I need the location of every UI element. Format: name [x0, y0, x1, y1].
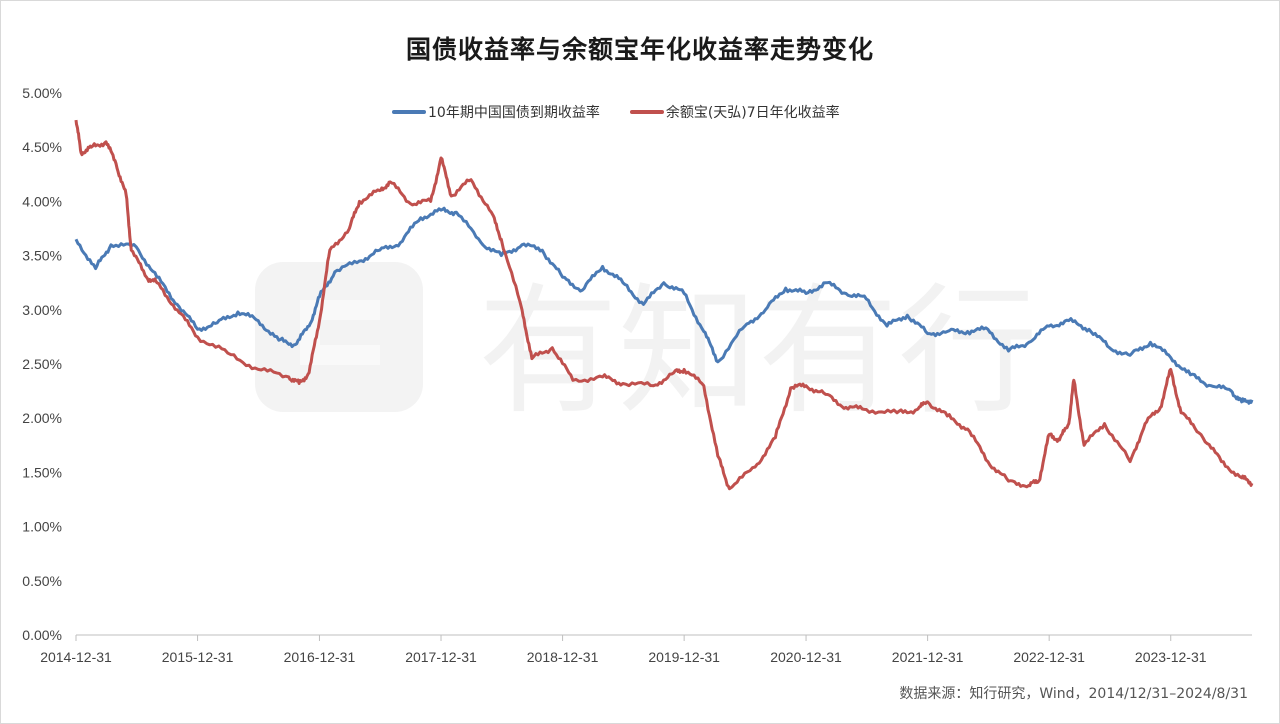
x-tick-label: 2021-12-31 [892, 649, 964, 665]
y-tick-label: 1.50% [22, 464, 62, 480]
y-tick-label: 1.00% [22, 519, 62, 535]
series-line-1 [74, 119, 1254, 491]
y-tick-label: 2.50% [22, 356, 62, 372]
x-tick-label: 2017-12-31 [405, 649, 477, 665]
x-tick-label: 2018-12-31 [527, 649, 599, 665]
y-tick-label: 4.00% [22, 193, 62, 209]
y-tick-label: 0.50% [22, 573, 62, 589]
x-axis: 2014-12-31 2015-12-31 2016-12-31 2017-12-31… [40, 634, 1252, 665]
y-tick-label: 5.00% [22, 85, 62, 101]
chart-title: 国债收益率与余额宝年化收益率走势变化 [405, 35, 874, 64]
x-tick-label: 2016-12-31 [284, 649, 356, 665]
legend-item-bond-yield: 10年期中国国债到期收益率 [392, 102, 600, 122]
watermark-text: 有知有行 [478, 273, 1038, 430]
x-tick-label: 2015-12-31 [162, 649, 234, 665]
y-tick-label: 3.00% [22, 302, 62, 318]
series-line-0 [74, 206, 1254, 405]
chart-legend: 10年期中国国债到期收益率 余额宝(天弘)7日年化收益率 [392, 102, 870, 122]
legend-swatch-bond-yield [392, 110, 426, 114]
y-tick-label: 4.50% [22, 139, 62, 155]
x-tick-label: 2019-12-31 [648, 649, 720, 665]
series-layer [74, 119, 1254, 491]
legend-item-yuebao-yield: 余额宝(天弘)7日年化收益率 [629, 102, 840, 122]
x-tick-label: 2022-12-31 [1013, 649, 1085, 665]
legend-label-bond-yield: 10年期中国国债到期收益率 [428, 105, 600, 121]
x-tick-label: 2020-12-31 [770, 649, 842, 665]
x-tick-label: 2014-12-31 [40, 649, 112, 665]
legend-label-yuebao-yield: 余额宝(天弘)7日年化收益率 [665, 105, 840, 121]
y-tick-label: 0.00% [22, 627, 62, 643]
legend-swatch-yuebao-yield [629, 110, 664, 114]
x-tick-label: 2023-12-31 [1135, 649, 1207, 665]
y-tick-label: 3.50% [22, 248, 62, 264]
y-axis: 0.00% 0.50% 1.00% 1.50% 2.00% 2.50% 3.00% 3.50%… [22, 85, 62, 643]
y-tick-label: 2.00% [22, 410, 62, 426]
source-note: 数据来源：知行研究，Wind，2014/12/31–2024/8/31 [899, 686, 1248, 702]
